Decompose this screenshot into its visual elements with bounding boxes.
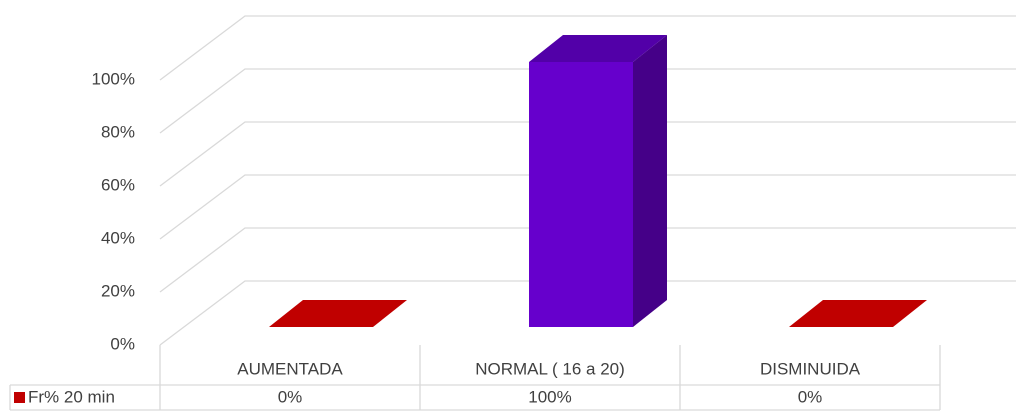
grid-line — [159, 121, 1016, 187]
legend-label: Fr% 20 min — [28, 387, 115, 406]
y-tick-label: 80% — [101, 122, 135, 141]
grid-line — [159, 227, 1016, 293]
data-label: 0% — [278, 387, 303, 406]
grid-line — [159, 174, 1016, 240]
x-tick-label: AUMENTADA — [237, 359, 343, 378]
data-label: 100% — [528, 387, 571, 406]
bar — [789, 300, 927, 327]
grid-line — [159, 15, 1016, 81]
bar-top — [529, 35, 667, 62]
grid-line — [159, 68, 1016, 134]
bar — [269, 300, 407, 327]
x-tick-label: NORMAL ( 16 a 20) — [475, 359, 625, 378]
y-tick-label: 0% — [110, 334, 135, 353]
y-tick-label: 20% — [101, 281, 135, 300]
bar — [529, 62, 633, 327]
x-tick-label: DISMINUIDA — [760, 359, 861, 378]
bar-side — [633, 35, 667, 327]
legend-key — [14, 392, 25, 403]
data-label: 0% — [798, 387, 823, 406]
grid-line — [159, 280, 1016, 346]
y-tick-label: 100% — [92, 69, 135, 88]
y-tick-label: 40% — [101, 228, 135, 247]
y-tick-label: 60% — [101, 175, 135, 194]
